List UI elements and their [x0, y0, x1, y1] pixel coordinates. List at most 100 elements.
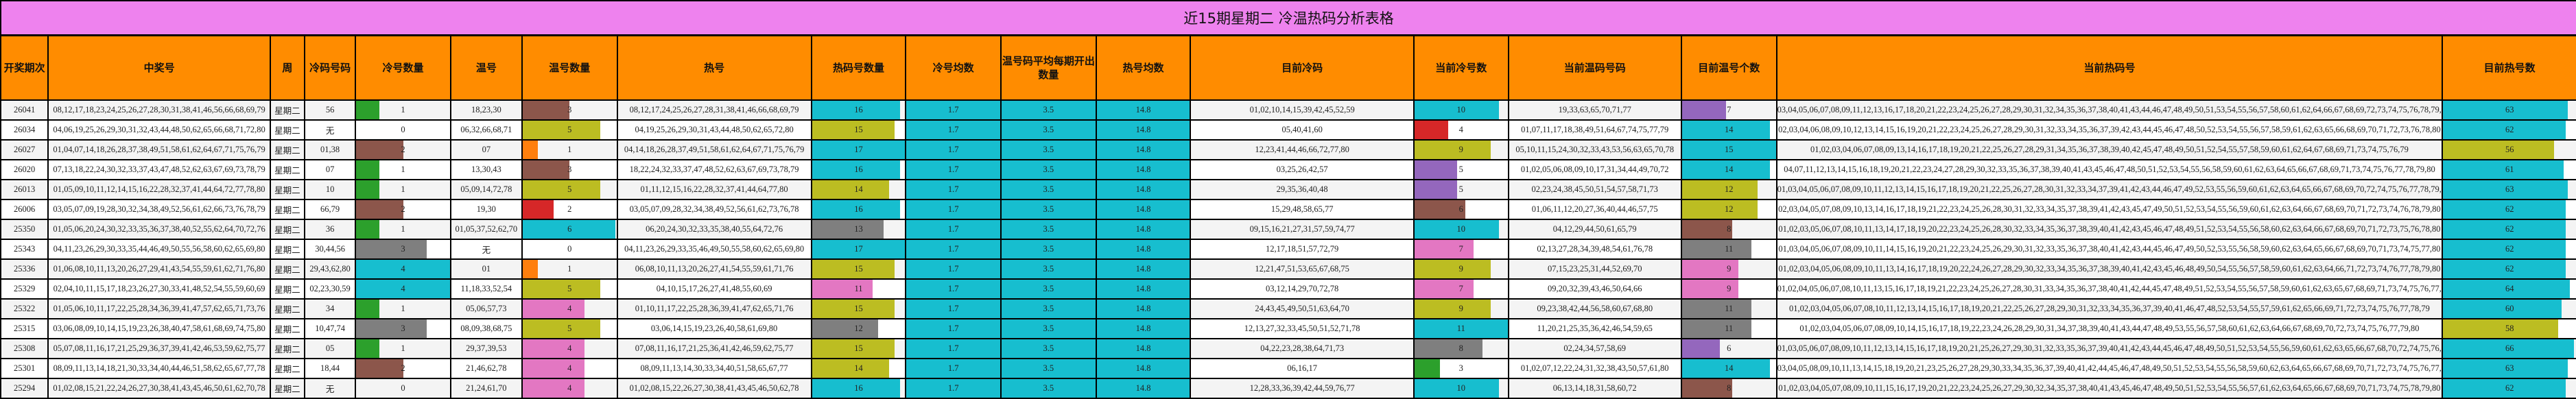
hot-numbers-cell[interactable]: 04,19,25,26,29,30,31,43,44,48,50,62,65,7… — [616, 119, 812, 141]
warm-avg-cell[interactable]: 3.5 — [1000, 139, 1097, 160]
current-cold-cell[interactable]: 03,12,14,29,70,72,78 — [1190, 278, 1415, 300]
current-warm-cell[interactable]: 09,20,32,39,43,46,50,64,66 — [1507, 278, 1682, 300]
current-hot-cell[interactable]: 01,03,04,05,06,07,08,09,10,11,14,15,16,1… — [1775, 239, 2444, 260]
cold-avg-cell[interactable]: 1.7 — [905, 298, 1002, 319]
weekday-cell[interactable]: 星期二 — [269, 338, 305, 359]
current-warm-count-cell[interactable]: 8 — [1680, 219, 1777, 240]
warm-avg-cell[interactable]: 3.5 — [1000, 179, 1097, 200]
warm-avg-cell[interactable]: 3.5 — [1000, 378, 1097, 399]
hot-count-cell[interactable]: 15 — [810, 119, 907, 141]
current-cold-count-cell[interactable]: 11 — [1413, 318, 1509, 339]
current-cold-cell[interactable]: 15,29,48,58,65,77 — [1190, 199, 1415, 220]
hot-numbers-cell[interactable]: 07,08,11,16,17,21,25,36,41,42,46,59,62,7… — [616, 338, 812, 359]
current-hot-cell[interactable]: 01,02,03,04,06,07,08,09,13,14,16,17,18,1… — [1775, 139, 2444, 160]
current-hot-cell[interactable]: 01,02,03,05,06,07,08,10,11,13,14,17,18,1… — [1775, 219, 2444, 240]
current-cold-cell[interactable]: 05,40,41,60 — [1190, 119, 1415, 141]
hot-avg-cell[interactable]: 14.8 — [1095, 199, 1192, 220]
warm-count-cell[interactable]: 4 — [521, 378, 618, 399]
current-cold-cell[interactable]: 24,43,45,49,50,51,63,64,70 — [1190, 298, 1415, 319]
hot-avg-cell[interactable]: 14.8 — [1095, 119, 1192, 141]
current-warm-cell[interactable]: 07,15,23,25,31,44,52,69,70 — [1507, 258, 1682, 280]
current-cold-cell[interactable]: 29,35,36,40,48 — [1190, 179, 1415, 200]
current-cold-count-cell[interactable]: 5 — [1413, 179, 1509, 200]
winning-numbers-cell[interactable]: 03,06,08,09,10,14,15,19,23,26,38,40,47,5… — [47, 318, 271, 339]
current-cold-cell[interactable]: 12,21,47,51,53,65,67,68,75 — [1190, 258, 1415, 280]
current-hot-cell[interactable]: 02,03,04,06,08,09,10,12,13,14,15,16,19,2… — [1775, 119, 2444, 141]
warm-numbers-cell[interactable]: 07 — [449, 139, 523, 160]
current-warm-cell[interactable]: 01,07,11,17,18,38,49,51,64,67,74,75,77,7… — [1507, 119, 1682, 141]
current-warm-cell[interactable]: 09,23,38,42,44,56,58,60,67,68,80 — [1507, 298, 1682, 319]
hot-count-cell[interactable]: 15 — [810, 258, 907, 280]
current-hot-count-cell[interactable]: 56 — [2442, 139, 2576, 160]
hot-numbers-cell[interactable]: 18,22,24,32,33,37,47,48,52,62,63,67,69,7… — [616, 159, 812, 180]
cold-numbers-cell[interactable]: 18,44 — [303, 358, 357, 379]
cold-avg-cell[interactable]: 1.7 — [905, 258, 1002, 280]
hot-count-cell[interactable]: 17 — [810, 139, 907, 160]
hot-avg-cell[interactable]: 14.8 — [1095, 139, 1192, 160]
cold-numbers-cell[interactable]: 29,43,62,80 — [303, 258, 357, 280]
current-hot-cell[interactable]: 01,03,04,05,06,07,08,09,10,11,12,13,14,1… — [1775, 179, 2444, 200]
weekday-cell[interactable]: 星期二 — [269, 179, 305, 200]
current-warm-count-cell[interactable]: 14 — [1680, 358, 1777, 379]
hot-count-cell[interactable]: 11 — [810, 278, 907, 300]
cold-count-cell[interactable]: 3 — [355, 239, 451, 260]
hot-count-cell[interactable]: 16 — [810, 378, 907, 399]
current-hot-count-cell[interactable]: 62 — [2442, 258, 2576, 280]
winning-numbers-cell[interactable]: 01,05,06,20,24,30,32,33,35,36,37,38,40,5… — [47, 219, 271, 240]
weekday-cell[interactable]: 星期二 — [269, 298, 305, 319]
current-cold-count-cell[interactable]: 6 — [1413, 199, 1509, 220]
warm-avg-cell[interactable]: 3.5 — [1000, 99, 1097, 121]
warm-avg-cell[interactable]: 3.5 — [1000, 338, 1097, 359]
current-cold-cell[interactable]: 03,25,26,42,57 — [1190, 159, 1415, 180]
hot-avg-cell[interactable]: 14.8 — [1095, 159, 1192, 180]
cold-count-cell[interactable]: 0 — [355, 119, 451, 141]
current-warm-cell[interactable]: 02,23,24,38,45,50,51,54,57,58,71,73 — [1507, 179, 1682, 200]
current-cold-count-cell[interactable]: 9 — [1413, 298, 1509, 319]
hot-avg-cell[interactable]: 14.8 — [1095, 258, 1192, 280]
current-cold-count-cell[interactable]: 9 — [1413, 258, 1509, 280]
warm-numbers-cell[interactable]: 05,09,14,72,78 — [449, 179, 523, 200]
cold-avg-cell[interactable]: 1.7 — [905, 338, 1002, 359]
current-hot-cell[interactable]: 03,04,05,08,09,10,11,13,14,15,18,19,20,2… — [1775, 358, 2444, 379]
cold-numbers-cell[interactable]: 07 — [303, 159, 357, 180]
cold-count-cell[interactable]: 2 — [355, 139, 451, 160]
current-warm-count-cell[interactable]: 14 — [1680, 159, 1777, 180]
cold-avg-cell[interactable]: 1.7 — [905, 318, 1002, 339]
warm-count-cell[interactable]: 4 — [521, 338, 618, 359]
table-row[interactable]: 26027 01,04,07,14,18,26,28,37,38,49,51,58… — [0, 139, 2576, 160]
current-hot-cell[interactable]: 01,02,03,04,05,06,07,08,09,10,14,15,16,1… — [1775, 318, 2444, 339]
current-hot-count-cell[interactable]: 63 — [2442, 358, 2576, 379]
period-cell[interactable]: 25322 — [0, 298, 49, 319]
hot-count-cell[interactable]: 14 — [810, 358, 907, 379]
current-cold-count-cell[interactable]: 10 — [1413, 378, 1509, 399]
cold-numbers-cell[interactable]: 无 — [303, 119, 357, 141]
warm-count-cell[interactable]: 5 — [521, 179, 618, 200]
period-cell[interactable]: 26006 — [0, 199, 49, 220]
warm-avg-cell[interactable]: 3.5 — [1000, 239, 1097, 260]
current-cold-count-cell[interactable]: 9 — [1413, 139, 1509, 160]
current-warm-count-cell[interactable]: 14 — [1680, 119, 1777, 141]
period-cell[interactable]: 26034 — [0, 119, 49, 141]
current-hot-count-cell[interactable]: 62 — [2442, 199, 2576, 220]
current-cold-count-cell[interactable]: 4 — [1413, 119, 1509, 141]
cold-numbers-cell[interactable]: 10 — [303, 179, 357, 200]
warm-avg-cell[interactable]: 3.5 — [1000, 219, 1097, 240]
current-hot-cell[interactable]: 01,02,03,04,05,07,08,09,10,11,15,16,17,1… — [1775, 378, 2444, 399]
winning-numbers-cell[interactable]: 08,12,17,18,23,24,25,26,27,28,30,31,38,4… — [47, 99, 271, 121]
cold-count-cell[interactable]: 3 — [355, 318, 451, 339]
current-warm-count-cell[interactable]: 12 — [1680, 199, 1777, 220]
warm-count-cell[interactable]: 2 — [521, 199, 618, 220]
cold-numbers-cell[interactable]: 05 — [303, 338, 357, 359]
cold-numbers-cell[interactable]: 10,47,74 — [303, 318, 357, 339]
warm-numbers-cell[interactable]: 08,09,38,68,75 — [449, 318, 523, 339]
cold-avg-cell[interactable]: 1.7 — [905, 239, 1002, 260]
current-hot-cell[interactable]: 01,02,04,05,06,07,08,10,11,13,15,16,17,1… — [1775, 278, 2444, 300]
warm-count-cell[interactable]: 5 — [521, 119, 618, 141]
current-cold-cell[interactable]: 12,28,33,36,39,42,44,59,76,77 — [1190, 378, 1415, 399]
warm-numbers-cell[interactable]: 21,46,62,78 — [449, 358, 523, 379]
hot-numbers-cell[interactable]: 08,09,11,13,14,30,33,34,40,51,58,65,67,7… — [616, 358, 812, 379]
warm-numbers-cell[interactable]: 29,37,39,53 — [449, 338, 523, 359]
current-hot-count-cell[interactable]: 62 — [2442, 219, 2576, 240]
warm-count-cell[interactable]: 6 — [521, 219, 618, 240]
warm-count-cell[interactable]: 4 — [521, 358, 618, 379]
